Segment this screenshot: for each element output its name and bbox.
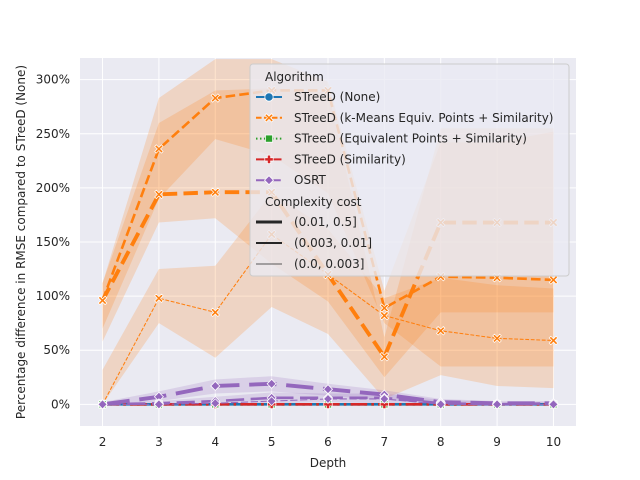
x-tick-label: 7	[381, 435, 389, 449]
legend-marker	[264, 92, 274, 102]
x-tick-label: 8	[437, 435, 445, 449]
data-point	[210, 398, 221, 409]
y-tick-label: 0%	[51, 397, 70, 411]
data-point	[492, 333, 502, 344]
data-point	[266, 396, 277, 407]
legend-box	[249, 63, 570, 277]
x-tick-label: 5	[268, 435, 276, 449]
confidence-band	[102, 193, 554, 405]
data-point	[210, 187, 220, 197]
x-axis-label: Depth	[310, 456, 347, 470]
legend-marker	[264, 154, 274, 164]
data-point	[266, 378, 277, 389]
data-point	[153, 399, 164, 410]
legend: Algorithm STreeD (None) STreeD (k-Means E…	[249, 63, 570, 277]
legend-size-label: (0.003, 0.01]	[294, 236, 372, 250]
data-point	[435, 399, 446, 410]
x-tick-labels: 2 3 4 5 6 7 8 9 10	[99, 435, 561, 449]
data-point	[322, 393, 334, 405]
y-tick-label: 250%	[36, 127, 70, 141]
data-point	[379, 399, 389, 409]
data-point	[379, 393, 390, 405]
legend-marker	[264, 134, 273, 143]
data-point	[210, 307, 220, 318]
series-line	[102, 398, 554, 405]
y-tick-label: 50%	[43, 343, 70, 357]
data-point	[436, 326, 446, 336]
y-tick-labels: 0% 50% 100% 150% 200% 250% 300%	[36, 73, 70, 412]
x-tick-label: 9	[493, 435, 501, 449]
legend-label: STreeD (None)	[294, 90, 380, 104]
y-tick-label: 300%	[36, 73, 70, 87]
data-point	[210, 380, 221, 392]
legend-label: STreeD (Equivalent Points + Similarity)	[294, 132, 527, 146]
legend-size-label: (0.0, 0.003]	[294, 257, 364, 271]
legend-label: OSRT	[294, 173, 327, 187]
data-point	[548, 335, 559, 346]
data-point	[379, 310, 390, 321]
data-point	[492, 399, 503, 410]
data-point	[379, 352, 390, 362]
y-axis-label: Percentage difference in RMSE compared t…	[14, 65, 28, 419]
legend-title: Algorithm	[265, 70, 324, 84]
x-tick-label: 3	[155, 435, 163, 449]
data-point	[210, 93, 220, 103]
y-tick-label: 200%	[36, 181, 70, 195]
legend-label: STreeD (Similarity)	[294, 152, 406, 166]
data-point	[97, 295, 108, 306]
data-point	[548, 275, 559, 285]
legend-label: STreeD (k-Means Equiv. Points + Similari…	[294, 111, 553, 125]
x-tick-label: 10	[546, 435, 561, 449]
y-tick-label: 150%	[36, 235, 70, 249]
data-point	[154, 189, 164, 200]
legend-size-label: (0.01, 0.5]	[294, 215, 357, 229]
x-tick-label: 2	[99, 435, 107, 449]
data-point	[379, 303, 390, 313]
confidence-band	[102, 59, 554, 367]
legend-marker	[264, 113, 274, 123]
data-point	[97, 399, 108, 410]
legend-size-title: Complexity cost	[265, 195, 362, 209]
data-point	[154, 144, 164, 154]
y-tick-label: 100%	[36, 289, 70, 303]
x-tick-label: 6	[324, 435, 332, 449]
series-markers	[97, 85, 559, 410]
data-point	[154, 293, 164, 303]
data-point	[323, 399, 333, 409]
legend-marker	[263, 175, 275, 186]
x-tick-label: 4	[211, 435, 219, 449]
data-point	[548, 399, 559, 410]
